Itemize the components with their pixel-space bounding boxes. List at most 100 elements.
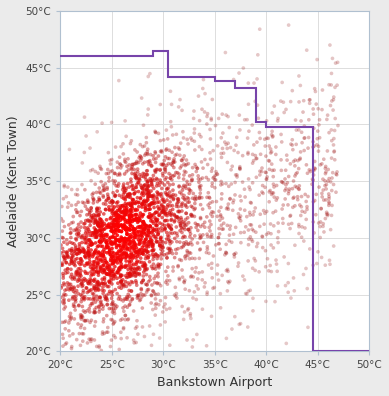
Point bbox=[82, 268, 88, 275]
Point bbox=[207, 234, 214, 240]
Point bbox=[165, 236, 172, 243]
Point bbox=[192, 269, 198, 275]
Point bbox=[152, 273, 159, 279]
Point bbox=[117, 165, 124, 171]
Point bbox=[218, 150, 224, 157]
Point bbox=[80, 287, 86, 294]
Point bbox=[133, 174, 140, 180]
Point bbox=[264, 208, 270, 215]
Point bbox=[129, 213, 135, 219]
Point bbox=[137, 240, 143, 247]
Point bbox=[145, 229, 152, 236]
Point bbox=[112, 318, 118, 325]
Point bbox=[143, 230, 149, 236]
Point bbox=[157, 166, 163, 173]
Point bbox=[292, 157, 298, 163]
Point bbox=[156, 253, 162, 259]
Point bbox=[205, 177, 212, 183]
Point bbox=[150, 288, 156, 295]
Point bbox=[85, 217, 91, 223]
Point bbox=[90, 215, 96, 221]
Point bbox=[208, 221, 214, 228]
Point bbox=[112, 240, 119, 246]
Point bbox=[142, 208, 149, 214]
Point bbox=[133, 272, 139, 278]
Point bbox=[115, 255, 121, 261]
Point bbox=[158, 190, 165, 197]
Point bbox=[98, 230, 104, 237]
Point bbox=[158, 297, 164, 304]
Point bbox=[110, 233, 116, 240]
Point bbox=[265, 135, 271, 141]
Point bbox=[181, 221, 187, 228]
Point bbox=[167, 182, 173, 188]
Point bbox=[168, 226, 174, 232]
Point bbox=[124, 211, 130, 217]
Point bbox=[263, 153, 269, 159]
Point bbox=[180, 184, 186, 190]
Point bbox=[141, 247, 147, 253]
Point bbox=[92, 234, 98, 240]
Point bbox=[161, 304, 167, 310]
Point bbox=[149, 251, 156, 258]
Point bbox=[144, 267, 150, 273]
Point bbox=[140, 161, 146, 167]
Point bbox=[81, 295, 87, 301]
Point bbox=[103, 282, 109, 288]
Point bbox=[86, 280, 92, 287]
Point bbox=[210, 209, 217, 215]
Point bbox=[187, 310, 193, 317]
Point bbox=[163, 175, 170, 181]
Point bbox=[138, 157, 144, 163]
Point bbox=[158, 225, 165, 231]
Point bbox=[58, 250, 64, 256]
Point bbox=[180, 176, 187, 182]
Point bbox=[101, 330, 107, 337]
Point bbox=[270, 173, 276, 180]
Point bbox=[94, 280, 100, 286]
Point bbox=[159, 309, 166, 315]
Point bbox=[93, 255, 100, 262]
Point bbox=[112, 258, 118, 264]
Point bbox=[179, 267, 185, 273]
Point bbox=[119, 251, 125, 257]
Point bbox=[128, 278, 135, 285]
Point bbox=[332, 156, 338, 163]
Point bbox=[237, 215, 243, 221]
Point bbox=[262, 210, 268, 217]
Point bbox=[271, 167, 277, 173]
Point bbox=[112, 223, 118, 229]
Point bbox=[152, 209, 159, 215]
Point bbox=[88, 287, 94, 293]
Point bbox=[187, 173, 193, 179]
Point bbox=[117, 264, 124, 270]
Point bbox=[207, 150, 213, 156]
Point bbox=[188, 211, 194, 218]
Point bbox=[114, 188, 120, 194]
Point bbox=[311, 143, 317, 149]
Point bbox=[133, 234, 139, 241]
Point bbox=[179, 208, 185, 214]
Point bbox=[177, 140, 184, 146]
Point bbox=[150, 172, 156, 179]
Point bbox=[81, 149, 88, 156]
Point bbox=[268, 146, 274, 152]
Point bbox=[268, 230, 274, 237]
Point bbox=[105, 263, 111, 269]
Point bbox=[110, 288, 116, 295]
Point bbox=[158, 234, 164, 240]
Point bbox=[96, 238, 103, 245]
Point bbox=[122, 212, 128, 218]
Point bbox=[259, 183, 266, 189]
Point bbox=[294, 194, 301, 200]
Point bbox=[237, 166, 243, 173]
Point bbox=[145, 190, 151, 196]
Point bbox=[159, 248, 166, 254]
Point bbox=[110, 177, 116, 184]
Point bbox=[326, 196, 332, 202]
Point bbox=[111, 240, 117, 247]
Point bbox=[271, 103, 277, 109]
Point bbox=[257, 211, 263, 217]
Point bbox=[149, 218, 156, 225]
Point bbox=[81, 297, 87, 303]
